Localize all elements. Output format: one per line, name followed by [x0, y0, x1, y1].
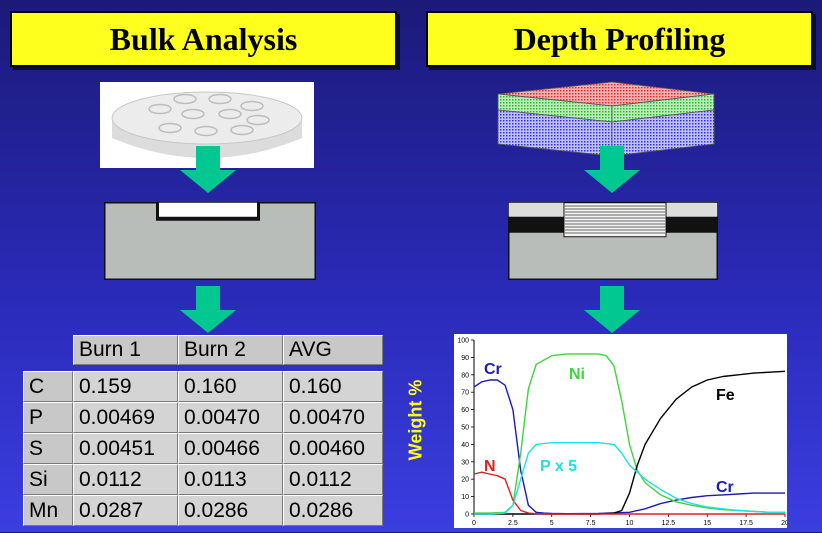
chart-series-line [474, 353, 785, 514]
table-cell: 0.00451 [73, 433, 178, 464]
table-cell: 0.159 [73, 371, 178, 402]
chart-x-tick-label: 2.5 [508, 520, 518, 527]
depth-profile-chart-svg: 0 10 20 30 40 50 60 70 80 90 100 0 2.5 5 7.5 10 12.5 15 17… [457, 338, 789, 528]
depth-profile-chart: 0 10 20 30 40 50 60 70 80 90 100 0 2.5 5 7.5 10 12.5 15 17… [454, 334, 789, 528]
table-cell: 0.0287 [73, 495, 178, 526]
chart-y-tick-label: 70 [461, 390, 469, 397]
table-row-label: S [23, 433, 73, 464]
bulk-crater-diagram [104, 202, 316, 280]
chart-x-tick-label: 17.5 [739, 520, 753, 527]
chart-x-tick-label: 0 [472, 520, 476, 527]
chart-x-tick-label: 10 [626, 520, 634, 527]
chart-series-label: N [484, 458, 496, 475]
table-row-label: C [23, 371, 73, 402]
chart-y-tick-label: 30 [461, 459, 469, 466]
chart-x-tick-label: 20 [781, 520, 787, 527]
sample-disc-image [100, 82, 314, 168]
table-cell: 0.0112 [73, 464, 178, 495]
down-arrow-icon [584, 286, 640, 333]
table-cell: 0.00466 [178, 433, 283, 464]
table-header-cell: AVG [283, 335, 383, 365]
down-arrow-icon [180, 146, 236, 193]
chart-x-tick-label: 5 [550, 520, 554, 527]
chart-y-tick-label: 90 [461, 355, 469, 362]
chart-y-tick-label: 80 [461, 372, 469, 379]
table-header-cell: Burn 1 [73, 335, 178, 365]
table-cell: 0.00470 [283, 402, 383, 433]
bulk-analysis-title: Bulk Analysis [10, 11, 397, 67]
chart-x-tick-label: 15 [703, 520, 711, 527]
chart-series-line [474, 441, 785, 515]
chart-x-tick-label: 7.5 [586, 520, 596, 527]
chart-y-tick-label: 40 [461, 442, 469, 449]
chart-series-line [473, 471, 785, 515]
chart-y-tick-label: 100 [457, 338, 469, 345]
chart-series-label: P x 5 [540, 458, 577, 475]
table-header-cell: Burn 2 [178, 335, 283, 365]
table-row-label: P [23, 402, 73, 433]
table-row-label: Mn [23, 495, 73, 526]
table-cell: 0.160 [178, 371, 283, 402]
chart-y-tick-label: 0 [465, 512, 469, 519]
down-arrow-icon [584, 146, 640, 193]
table-cell: 0.00469 [73, 402, 178, 433]
chart-y-tick-label: 50 [461, 425, 469, 432]
table-cell: 0.00460 [283, 433, 383, 464]
table-cell: 0.0286 [283, 495, 383, 526]
chart-x-tick-label: 12.5 [662, 520, 676, 527]
table-cell: 0.0112 [283, 464, 383, 495]
chart-y-tick-label: 10 [461, 494, 469, 501]
depth-crater-diagram [508, 202, 718, 280]
chart-y-tick-label: 60 [461, 407, 469, 414]
chart-y-tick-label: 20 [461, 477, 469, 484]
chart-series-label: Cr [716, 479, 734, 496]
chart-series-label: Cr [484, 361, 502, 378]
chart-series-label: Fe [716, 387, 735, 404]
depth-profiling-title: Depth Profiling [426, 11, 813, 67]
table-cell: 0.00470 [178, 402, 283, 433]
table-cell: 0.0113 [178, 464, 283, 495]
chart-series-label: Ni [569, 366, 585, 383]
chart-y-axis-label: Weight % [405, 379, 426, 461]
table-cell: 0.160 [283, 371, 383, 402]
layered-sample-image [497, 81, 715, 157]
table-cell: 0.0286 [178, 495, 283, 526]
down-arrow-icon [180, 286, 236, 333]
table-row-label: Si [23, 464, 73, 495]
